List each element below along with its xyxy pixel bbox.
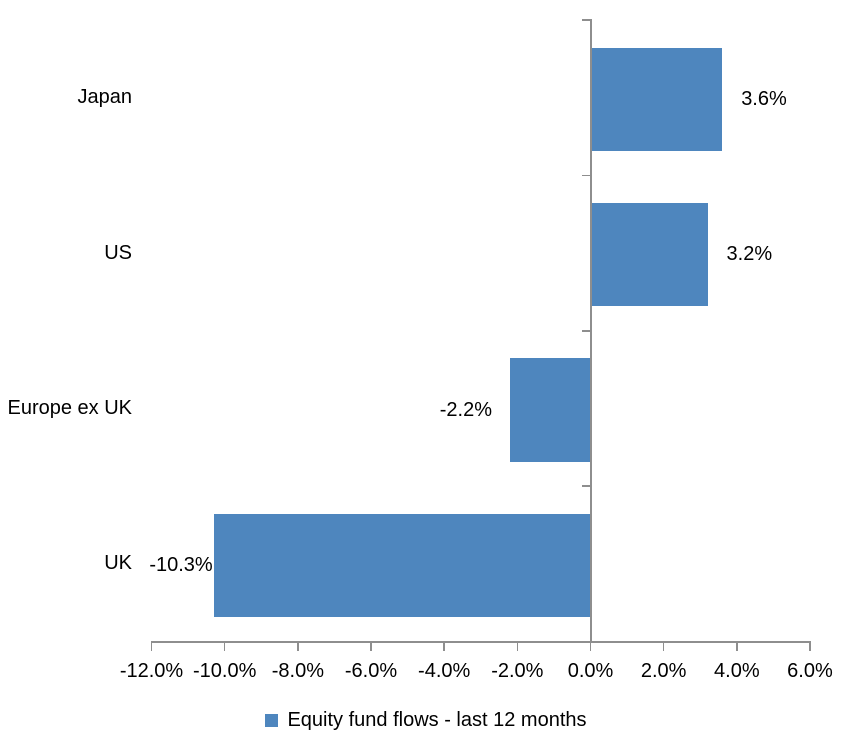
data-label: -10.3% [149,553,213,576]
bar-europe-ex-uk [510,358,591,462]
x-axis-line [150,641,811,643]
data-label: 3.6% [741,87,787,110]
y-axis-tick [581,19,590,21]
y-axis-tick [581,174,590,177]
x-tick-label: 6.0% [787,660,833,682]
x-axis-tick [297,641,299,651]
x-axis-tick [809,641,811,651]
x-tick-label: 2.0% [640,660,687,682]
data-label: -2.2% [439,398,493,421]
x-tick-label: -12.0% [119,660,184,682]
legend-swatch-icon [265,713,279,727]
y-axis-line [589,19,592,642]
x-axis-tick [223,641,226,651]
x-axis-tick [443,641,445,651]
legend: Equity fund flows - last 12 months [0,705,852,735]
y-axis-tick [581,330,590,332]
x-tick-label: 4.0% [714,660,760,682]
x-tick-label: -8.0% [271,660,324,682]
data-label: 3.2% [726,243,773,266]
x-axis-tick [370,641,372,651]
x-tick-label: -10.0% [193,660,257,682]
legend-label: Equity fund flows - last 12 months [287,708,587,731]
x-tick-label: -6.0% [344,660,398,682]
bar-us [590,202,708,307]
category-label: Europe ex UK [7,396,132,419]
x-axis-tick [150,641,153,651]
y-axis-tick [581,485,590,487]
x-axis-tick [662,641,665,651]
category-label: UK [104,552,132,575]
x-axis-tick [736,641,738,651]
x-tick-label: -4.0% [418,660,471,682]
x-axis-tick [516,641,519,651]
bar-japan [590,47,723,151]
category-label: Japan [77,86,133,109]
bar-uk [213,513,591,618]
x-tick-label: -2.0% [491,660,544,682]
category-label: US [104,241,132,264]
x-axis-tick [589,641,592,651]
x-tick-label: 0.0% [567,660,614,682]
